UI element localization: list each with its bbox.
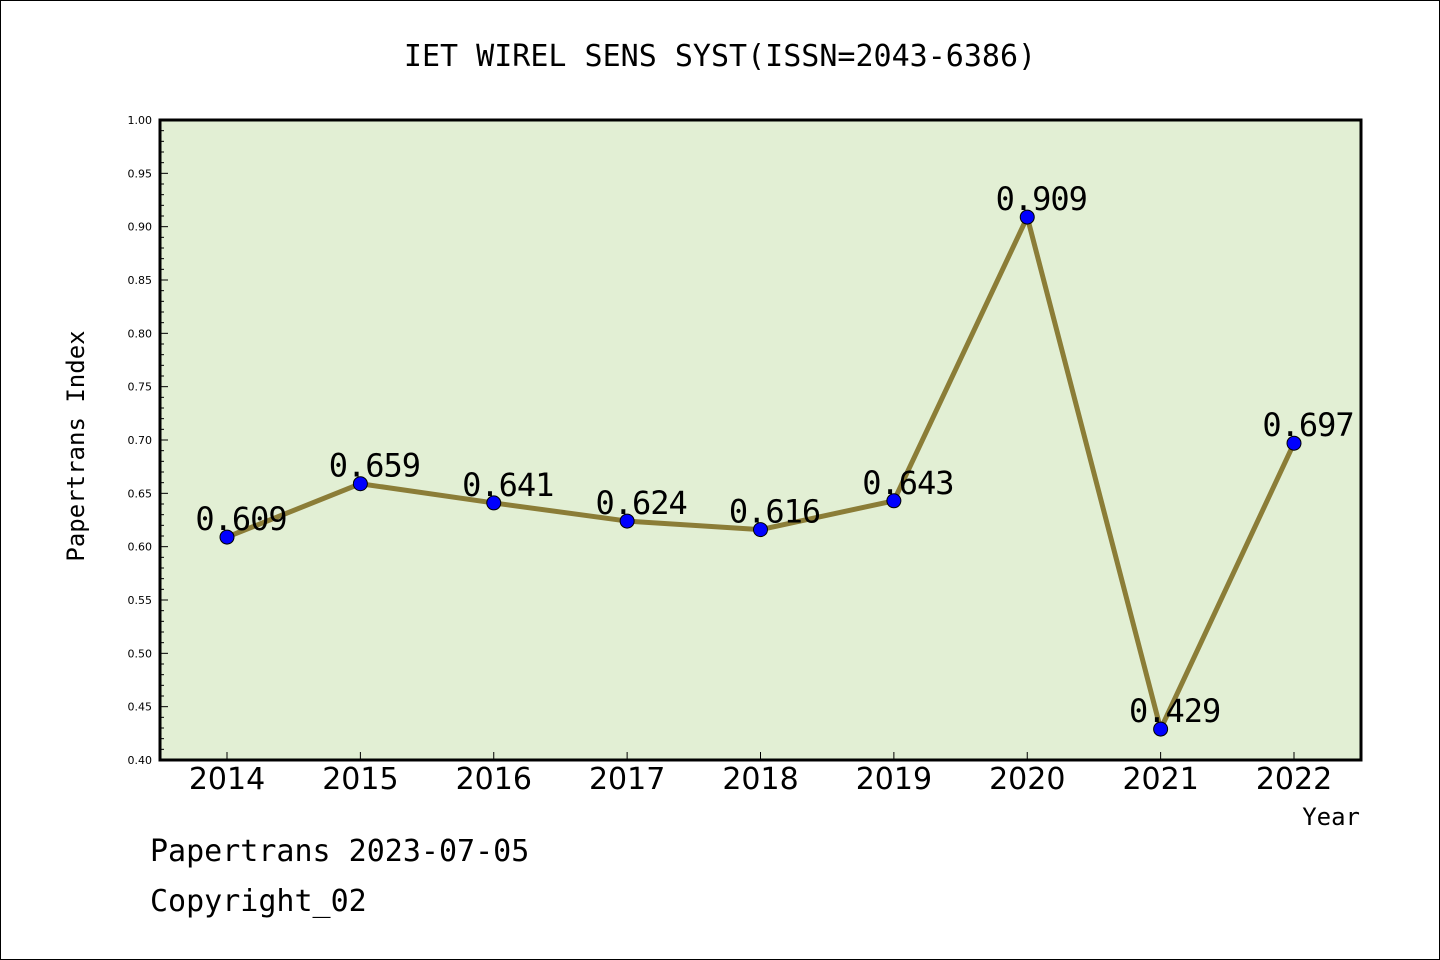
- y-tick-label: 0.75: [128, 381, 153, 394]
- plot-area: [158, 118, 1363, 762]
- y-tick-label: 0.70: [128, 434, 153, 447]
- y-tick-label: 0.60: [128, 541, 153, 554]
- data-point: [753, 522, 768, 538]
- data-point: [886, 493, 902, 509]
- y-tick-label: 0.55: [128, 594, 153, 607]
- y-axis-ticks: 0.40 0.45 0.50 0.55 0.60 0.65 0.70 0.75 0.80 0.85…: [128, 114, 168, 767]
- x-axis-ticks: 2014 2015 2016 2017 2018 2019 2020 2021 2022: [189, 752, 1332, 797]
- data-point: [486, 495, 502, 511]
- data-label: 0.909: [996, 180, 1087, 218]
- x-tick-label: 2018: [722, 762, 798, 797]
- x-tick-label: 2014: [189, 762, 265, 797]
- data-point: [1286, 435, 1302, 451]
- data-point: [219, 529, 235, 545]
- x-tick-label: 2016: [456, 762, 532, 797]
- data-label: 0.616: [729, 493, 820, 531]
- y-tick-label: 0.50: [128, 647, 153, 660]
- data-point: [619, 513, 635, 529]
- footer-copyright: Copyright_02: [150, 884, 367, 919]
- chart-title: IET WIREL SENS SYST(ISSN=2043-6386): [404, 39, 1036, 74]
- data-label: 0.643: [862, 464, 953, 502]
- series-markers: [219, 209, 1302, 737]
- data-label: 0.659: [329, 447, 420, 485]
- y-tick-label: 1.00: [128, 114, 153, 127]
- data-point: [352, 476, 368, 492]
- y-tick-label: 0.90: [128, 221, 153, 234]
- y-axis-label: Papertrans Index: [62, 330, 90, 561]
- x-tick-label: 2015: [322, 762, 398, 797]
- data-label: 0.641: [462, 466, 553, 504]
- y-tick-label: 0.95: [128, 167, 153, 180]
- data-labels: 0.609 0.659 0.641 0.624 0.616 0.643 0.909 0.429…: [195, 180, 1354, 730]
- x-tick-label: 2019: [856, 762, 932, 797]
- data-point: [1019, 209, 1035, 225]
- y-tick-label: 0.40: [128, 754, 153, 767]
- y-tick-label: 0.65: [128, 487, 153, 500]
- x-axis-label: Year: [1302, 803, 1360, 831]
- data-label: 0.697: [1262, 406, 1353, 444]
- data-label: 0.429: [1129, 692, 1220, 730]
- x-tick-label: 2022: [1256, 762, 1332, 797]
- y-tick-label: 0.45: [128, 701, 153, 714]
- x-tick-label: 2020: [989, 762, 1065, 797]
- x-tick-label: 2021: [1122, 762, 1198, 797]
- data-point: [1153, 721, 1169, 737]
- data-label: 0.609: [195, 500, 286, 538]
- x-tick-label: 2017: [589, 762, 665, 797]
- data-label: 0.624: [595, 484, 686, 522]
- footer-date: Papertrans 2023-07-05: [150, 834, 530, 869]
- y-tick-label: 0.85: [128, 274, 153, 287]
- y-tick-label: 0.80: [128, 327, 153, 340]
